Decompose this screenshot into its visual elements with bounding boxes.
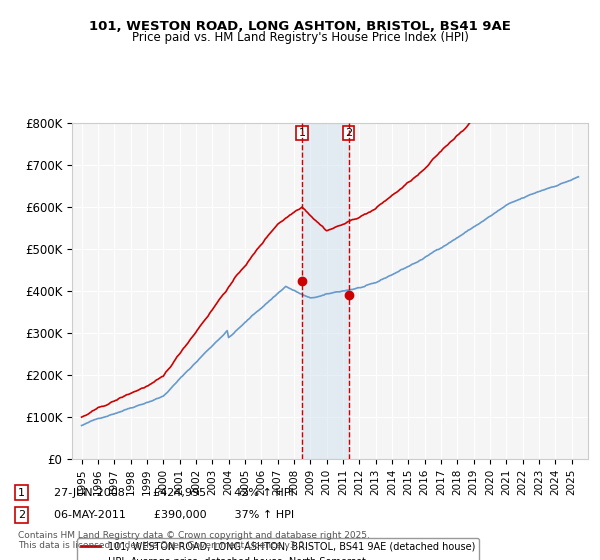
Text: 1: 1 — [298, 128, 305, 138]
Legend: 101, WESTON ROAD, LONG ASHTON, BRISTOL, BS41 9AE (detached house), HPI: Average : 101, WESTON ROAD, LONG ASHTON, BRISTOL, … — [77, 538, 479, 560]
Text: 06-MAY-2011        £390,000        37% ↑ HPI: 06-MAY-2011 £390,000 37% ↑ HPI — [54, 510, 294, 520]
Text: 101, WESTON ROAD, LONG ASHTON, BRISTOL, BS41 9AE: 101, WESTON ROAD, LONG ASHTON, BRISTOL, … — [89, 20, 511, 32]
Text: Contains HM Land Registry data © Crown copyright and database right 2025.
This d: Contains HM Land Registry data © Crown c… — [18, 530, 370, 550]
Text: 1: 1 — [18, 488, 25, 498]
Text: 2: 2 — [18, 510, 25, 520]
Text: Price paid vs. HM Land Registry's House Price Index (HPI): Price paid vs. HM Land Registry's House … — [131, 31, 469, 44]
Text: 2: 2 — [345, 128, 352, 138]
Bar — [302, 123, 349, 459]
Text: 27-JUN-2008        £424,995        42% ↑ HPI: 27-JUN-2008 £424,995 42% ↑ HPI — [54, 488, 294, 498]
